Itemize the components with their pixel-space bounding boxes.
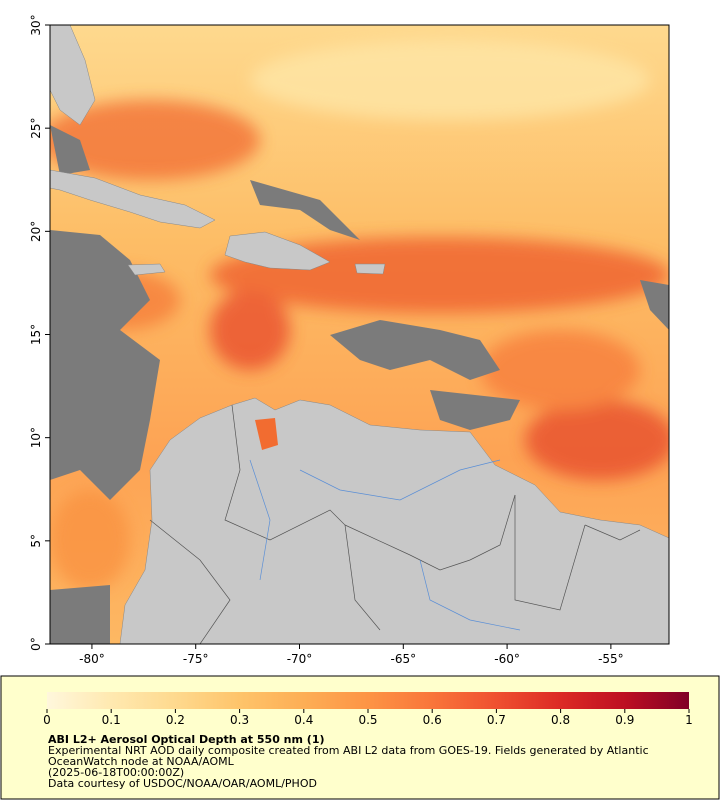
colorbar-tick-label: 0.6 [423, 713, 442, 727]
colorbar-tick-label: 0.5 [358, 713, 377, 727]
x-tick-label: -55° [598, 652, 624, 666]
y-tick-label: 15° [29, 324, 43, 345]
colorbar-tick-label: 0.2 [166, 713, 185, 727]
colorbar-tick-label: 0 [43, 713, 51, 727]
y-tick-label: 10° [29, 427, 43, 448]
colorbar-tick-label: 0.1 [102, 713, 121, 727]
colorbar-tick-label: 0.8 [551, 713, 570, 727]
colorbar-tick-label: 0.4 [294, 713, 313, 727]
x-tick-label: -70° [287, 652, 313, 666]
colorbar-tick-label: 1 [685, 713, 693, 727]
x-tick-label: -80° [79, 652, 105, 666]
description-line: Data courtesy of USDOC/NOAA/OAR/AOML/PHO… [48, 777, 317, 790]
x-tick-label: -65° [390, 652, 416, 666]
y-tick-label: 20° [29, 221, 43, 242]
description-line: (2025-06-18T00:00:00Z) [48, 766, 184, 779]
axes: -80° -75° -70° -65° -60° -55° 0° 5° 10° 15° 20° 25°… [29, 14, 624, 666]
colorbar-tick-label: 0.7 [487, 713, 506, 727]
y-tick-label: 0° [29, 637, 43, 651]
x-tick-label: -60° [494, 652, 520, 666]
colorbar-tick-label: 0.3 [230, 713, 249, 727]
y-tick-label: 25° [29, 118, 43, 139]
title: ABI L2+ Aerosol Optical Depth at 550 nm … [48, 733, 325, 746]
colorbar-ramp [47, 692, 689, 709]
colorbar-tick-label: 0.9 [615, 713, 634, 727]
description-line: OceanWatch node at NOAA/AOML [48, 755, 235, 768]
y-tick-label: 30° [29, 14, 43, 35]
description-line: Experimental NRT AOD daily composite cre… [48, 744, 649, 757]
y-tick-label: 5° [29, 534, 43, 548]
map-image [50, 25, 669, 644]
colorbar: 0 0.1 0.2 0.3 0.4 0.5 0.6 0.7 0.8 0.9 1 [43, 692, 693, 727]
x-tick-label: -75° [183, 652, 209, 666]
